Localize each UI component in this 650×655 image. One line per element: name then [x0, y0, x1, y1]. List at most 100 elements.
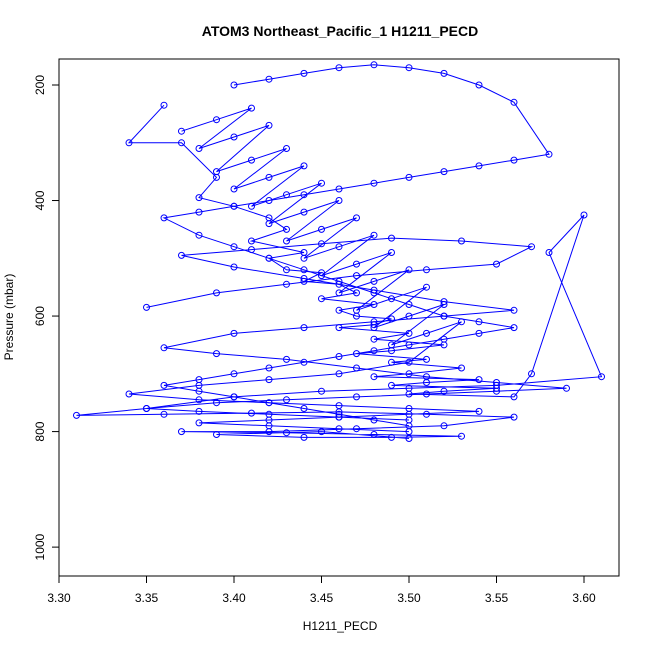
- data-point: [300, 275, 308, 282]
- data-point: [300, 266, 308, 274]
- data-point: [353, 214, 360, 222]
- data-point: [160, 381, 168, 389]
- data-point: [318, 225, 325, 233]
- data-point: [178, 127, 185, 135]
- data-point: [335, 370, 343, 378]
- chart-title: ATOM3 Northeast_Pacific_1 H1211_PECD: [202, 23, 479, 39]
- data-point: [300, 162, 308, 170]
- x-tick-label: 3.55: [485, 591, 509, 605]
- x-tick-label: 3.50: [397, 591, 421, 605]
- data-point: [370, 286, 378, 294]
- data-point: [265, 422, 273, 430]
- data-point: [195, 208, 203, 216]
- data-point: [405, 64, 413, 72]
- data-point: [528, 370, 535, 378]
- data-point: [73, 411, 80, 419]
- data-point: [265, 121, 273, 129]
- data-point: [195, 145, 203, 152]
- data-point: [283, 225, 290, 233]
- data-point: [423, 283, 430, 291]
- data-point: [300, 69, 308, 77]
- data-point: [423, 329, 430, 337]
- data-point: [423, 390, 430, 398]
- data-point: [143, 303, 150, 311]
- data-point: [370, 347, 378, 355]
- data-point: [300, 405, 308, 412]
- data-point: [370, 179, 378, 187]
- data-point: [563, 384, 570, 392]
- data-point: [510, 306, 518, 314]
- plot-frame: [58, 58, 620, 577]
- data-point: [405, 435, 413, 442]
- data-point: [265, 399, 273, 407]
- data-point: [353, 306, 360, 314]
- data-point: [440, 387, 448, 395]
- data-point: [265, 220, 273, 228]
- data-point: [318, 295, 325, 303]
- data-point: [475, 329, 483, 337]
- data-point: [353, 289, 360, 297]
- data-point: [440, 168, 448, 176]
- data-point: [370, 431, 378, 438]
- data-point: [335, 185, 343, 193]
- data-point: [423, 410, 430, 418]
- data-point: [440, 298, 448, 306]
- data-point: [265, 173, 273, 181]
- data-point: [370, 277, 378, 285]
- data-point: [230, 81, 238, 89]
- data-point: [230, 133, 238, 141]
- data-point: [405, 341, 413, 349]
- data-point: [300, 191, 308, 199]
- data-point: [125, 139, 133, 147]
- data-point: [388, 433, 395, 441]
- data-point: [528, 243, 535, 251]
- data-point: [458, 432, 465, 440]
- data-point: [213, 116, 220, 124]
- data-point: [300, 254, 308, 262]
- y-tick-label: 400: [33, 190, 47, 210]
- data-point: [195, 396, 203, 404]
- data-point: [423, 373, 430, 381]
- data-point: [510, 98, 518, 106]
- data-point: [230, 393, 238, 401]
- data-point: [265, 410, 273, 418]
- data-point: [493, 260, 500, 268]
- data-point: [405, 416, 413, 424]
- data-point: [318, 272, 325, 280]
- data-point: [388, 295, 395, 303]
- data-point: [230, 185, 238, 193]
- data-point: [545, 150, 553, 158]
- data-point: [423, 355, 430, 363]
- data-point: [160, 101, 168, 109]
- data-point: [370, 373, 378, 381]
- data-point: [300, 433, 308, 441]
- data-point: [335, 64, 343, 72]
- data-point: [335, 306, 343, 314]
- data-point: [353, 364, 360, 372]
- data-point: [283, 145, 290, 152]
- data-point: [265, 376, 273, 384]
- data-point: [598, 373, 605, 381]
- data-point: [160, 344, 168, 352]
- data-point: [143, 405, 150, 412]
- data-point: [178, 139, 185, 147]
- data-point: [353, 272, 360, 280]
- data-point: [475, 81, 483, 89]
- data-point: [335, 425, 343, 433]
- data-point: [370, 335, 378, 343]
- series-line: [162, 64, 550, 427]
- x-axis-label: H1211_PECD: [303, 619, 378, 633]
- data-point: [125, 390, 133, 398]
- data-point: [510, 413, 518, 421]
- data-point: [475, 318, 483, 326]
- data-point: [353, 425, 360, 433]
- data-point: [300, 324, 308, 332]
- data-point: [405, 384, 413, 392]
- data-point: [230, 329, 238, 337]
- data-point: [195, 376, 203, 384]
- data-point: [213, 399, 220, 407]
- data-point: [213, 168, 220, 176]
- series-line: [76, 104, 603, 439]
- data-point: [178, 251, 185, 259]
- data-point: [335, 353, 343, 360]
